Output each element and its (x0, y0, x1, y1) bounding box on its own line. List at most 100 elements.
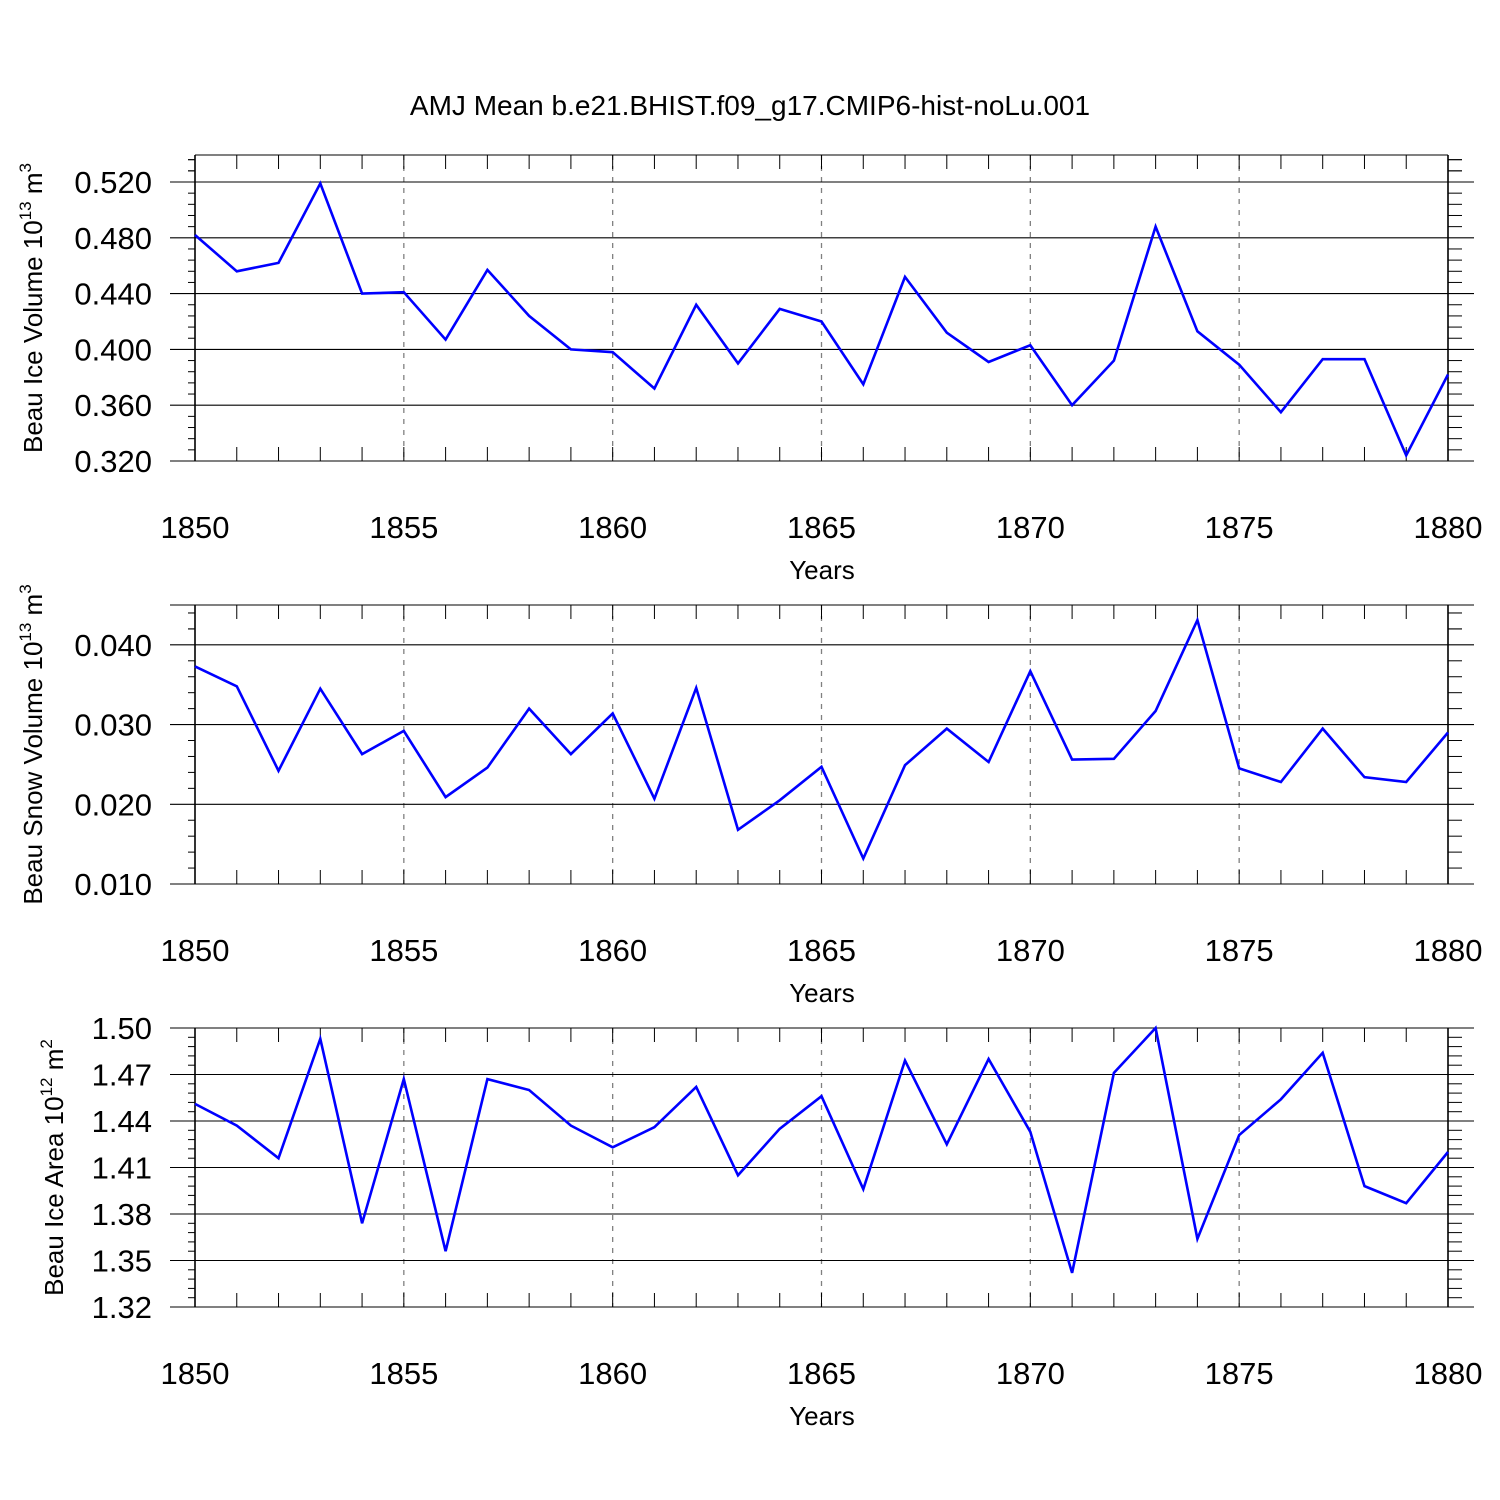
x-tick-label: 1880 (1414, 933, 1483, 968)
data-point (903, 275, 907, 279)
data-point (193, 664, 197, 668)
data-point (485, 268, 489, 272)
y-tick-label: 1.38 (92, 1197, 152, 1232)
y-tick-label: 0.480 (74, 221, 152, 256)
data-point (527, 314, 531, 318)
x-tick-label: 1865 (787, 510, 856, 545)
data-point (1321, 357, 1325, 361)
x-tick-label: 1875 (1205, 1356, 1274, 1391)
data-point (1404, 780, 1408, 784)
data-point (1112, 757, 1116, 761)
data-point (1237, 363, 1241, 367)
data-point (652, 797, 656, 801)
data-point (694, 1085, 698, 1089)
data-point (987, 360, 991, 364)
x-tick-label: 1850 (161, 933, 230, 968)
data-point (402, 1077, 406, 1081)
x-axis-label: Years (789, 1401, 855, 1431)
x-tick-label: 1850 (161, 1356, 230, 1391)
data-point (527, 707, 531, 711)
x-tick-label: 1855 (369, 510, 438, 545)
data-point (1279, 1097, 1283, 1101)
data-point (611, 711, 615, 715)
data-point (736, 361, 740, 365)
data-point (318, 181, 322, 185)
y-tick-label: 1.44 (92, 1104, 152, 1139)
x-tick-label: 1870 (996, 1356, 1065, 1391)
data-point (1070, 758, 1074, 762)
x-tick-label: 1865 (787, 1356, 856, 1391)
data-point (736, 1173, 740, 1177)
x-tick-label: 1860 (578, 1356, 647, 1391)
series-line (194, 180, 1450, 459)
chart-title: AMJ Mean b.e21.BHIST.f09_g17.CMIP6-hist-… (409, 90, 1091, 121)
data-point (569, 1124, 573, 1128)
chart-panel-1: 0.320 0.360 0.400 0.440 0.480 0.520 1850 1855 18… (16, 154, 1483, 585)
y-tick-label: 0.040 (74, 628, 152, 663)
data-point (527, 1088, 531, 1092)
data-point (1446, 1150, 1450, 1154)
data-point (1446, 731, 1450, 735)
data-point (1195, 618, 1199, 622)
y-axis-label: Beau Ice Area 1012 m2 (37, 1039, 69, 1296)
data-point (861, 856, 865, 860)
data-point (778, 1127, 782, 1131)
data-point (1154, 225, 1158, 229)
data-point (1237, 766, 1241, 770)
data-point (652, 1125, 656, 1129)
data-point (1112, 1071, 1116, 1075)
y-axis-label: Beau Snow Volume 1013 m3 (16, 584, 48, 904)
data-point (652, 386, 656, 390)
data-point (820, 765, 824, 769)
data-point (1070, 1271, 1074, 1275)
x-tick-label: 1850 (161, 510, 230, 545)
data-point (1321, 1051, 1325, 1055)
y-axis-label: Beau Ice Volume 1013 m3 (16, 163, 48, 453)
data-point (820, 1094, 824, 1098)
x-tick-label: 1875 (1205, 933, 1274, 968)
data-point (360, 752, 364, 756)
y-tick-label: 0.020 (74, 787, 152, 822)
data-point (193, 233, 197, 237)
data-point (611, 1145, 615, 1149)
data-point (1154, 709, 1158, 713)
data-point (820, 320, 824, 324)
data-point (903, 763, 907, 767)
data-point (235, 269, 239, 273)
y-tick-label: 1.35 (92, 1244, 152, 1279)
y-tick-label: 0.010 (74, 867, 152, 902)
data-point (736, 828, 740, 832)
data-point (235, 684, 239, 688)
y-tick-label: 1.32 (92, 1290, 152, 1325)
x-tick-label: 1870 (996, 510, 1065, 545)
data-point (402, 729, 406, 733)
data-point (444, 1249, 448, 1253)
x-tick-label: 1860 (578, 933, 647, 968)
data-point (1321, 727, 1325, 731)
data-point (1154, 1026, 1158, 1030)
y-tick-label: 1.41 (92, 1151, 152, 1186)
x-tick-label: 1880 (1414, 510, 1483, 545)
data-point (1028, 669, 1032, 673)
data-point (1070, 403, 1074, 407)
data-point (1195, 1237, 1199, 1241)
data-point (277, 1156, 281, 1160)
y-tick-label: 0.520 (74, 165, 152, 200)
data-point (1404, 1201, 1408, 1205)
data-point (318, 1037, 322, 1041)
data-point (778, 798, 782, 802)
y-tick-label: 0.320 (74, 444, 152, 479)
data-point (1279, 410, 1283, 414)
x-tick-label: 1855 (369, 933, 438, 968)
data-point (611, 350, 615, 354)
y-tick-label: 0.440 (74, 277, 152, 312)
data-point (444, 795, 448, 799)
data-point (945, 727, 949, 731)
data-point (694, 303, 698, 307)
data-point (987, 760, 991, 764)
data-point (193, 1102, 197, 1106)
data-point (1237, 1133, 1241, 1137)
data-point (235, 1124, 239, 1128)
data-point (1279, 780, 1283, 784)
